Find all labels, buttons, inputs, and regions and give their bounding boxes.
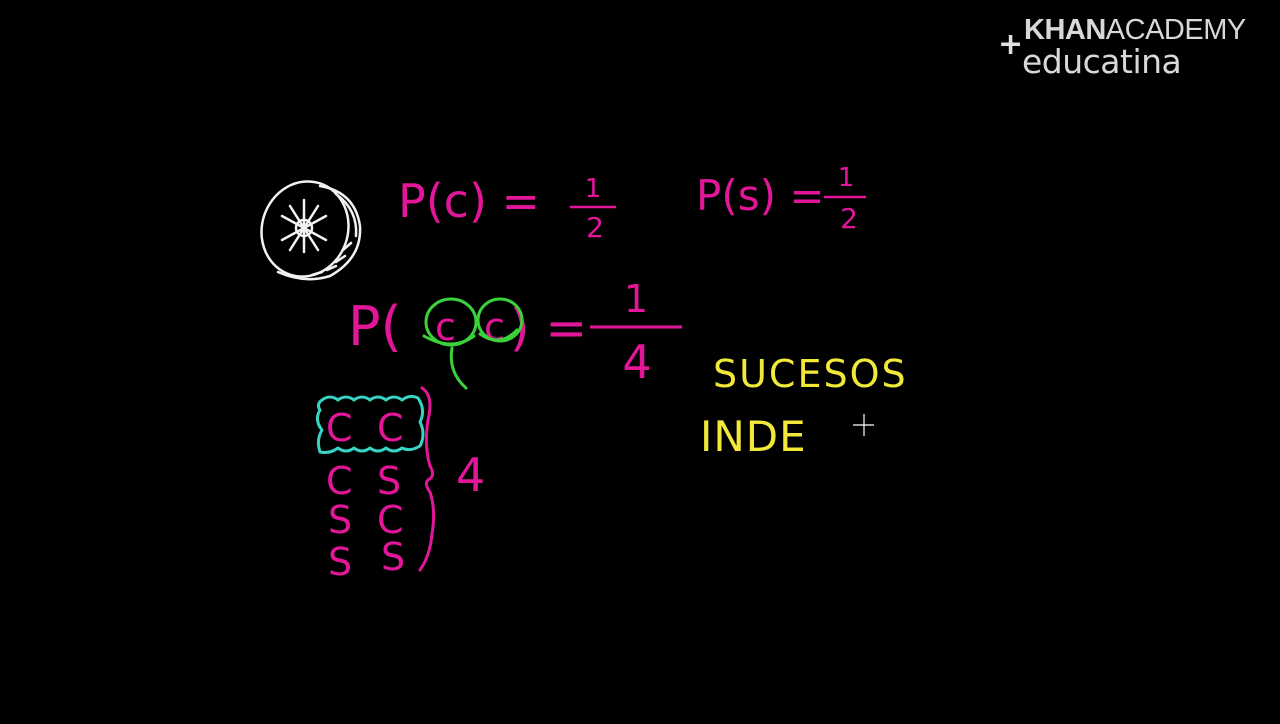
logo-academy: ACADEMY [1105,14,1246,46]
formula-lhs: P(c) = [398,174,540,228]
formula-probability-cara: P(c) = 1 2 [398,174,616,244]
outcome-first: S [328,498,352,542]
formula-lhs: P(s) = [696,171,825,220]
fraction-denominator: 2 [840,202,858,235]
logo-educatina-text: educatina [1022,42,1182,81]
formula-p-close: ) = [510,299,587,357]
fraction-denominator: 4 [622,335,651,389]
logo-khan: KHAN [1024,14,1106,46]
fraction-numerator: 1 [624,277,648,321]
fraction-denominator: 2 [586,211,604,244]
crosshair-cursor-icon [853,414,874,436]
outcome-second: S [381,535,405,579]
fraction-numerator: 1 [585,174,602,204]
word-sucesos: SUCESOS [713,352,908,396]
coin-icon [260,180,362,281]
formula-c-first: c [435,305,456,349]
outcome-second: C [377,498,404,542]
outcomes-list: C C C S S C S S [326,406,405,584]
formula-probability-sello: P(s) = 1 2 [696,163,866,235]
formula-probability-cara-cara: P( c c ) = 1 4 [348,277,682,389]
khan-academy-educatina-logo: + KHANACADEMY educatina [998,14,1258,84]
word-inde: INDE [700,412,807,461]
outcome-second: S [377,459,401,503]
curly-brace [418,386,436,572]
outcome-count: 4 [456,448,485,502]
fraction-numerator: 1 [838,163,855,193]
logo-plus-icon: + [998,27,1024,62]
formula-p-open: P( [348,295,402,358]
highlight-circles-cc [422,297,524,390]
outcome-first: S [328,540,352,584]
logo-khanacademy-text: KHANACADEMY [1024,14,1246,46]
outcome-first: C [326,459,353,503]
outcome-first: C [326,406,353,450]
highlight-box-cc [315,394,425,454]
outcome-second: C [377,406,404,450]
